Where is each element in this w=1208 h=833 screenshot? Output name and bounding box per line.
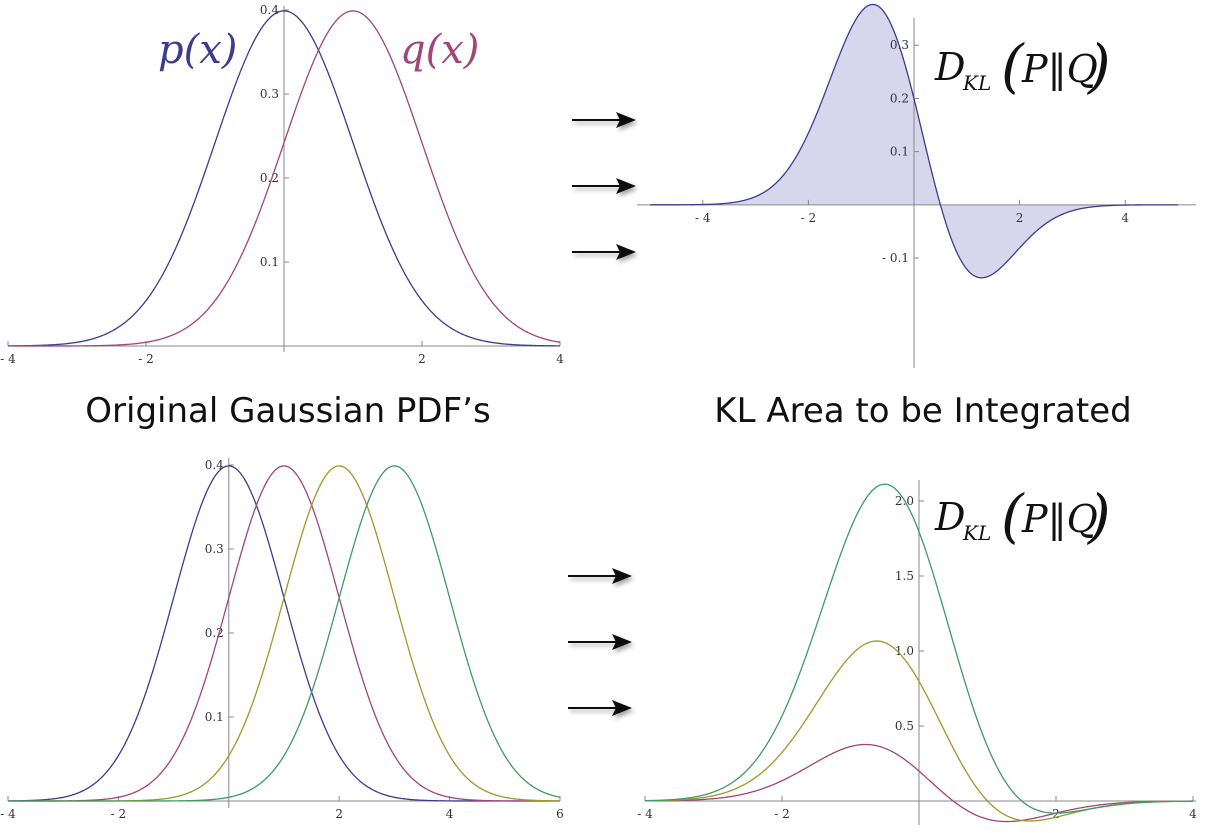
- caption-left: Original Gaussian PDF’s: [85, 391, 490, 431]
- series-line-1: [8, 465, 560, 802]
- kl-label-top: D KL ( P‖Q ): [934, 32, 1111, 100]
- y-tick-label: 1.5: [895, 569, 914, 583]
- y-tick-label: 0.1: [205, 710, 224, 724]
- series-label-q: q(x): [400, 27, 479, 73]
- y-tick-label: 0.3: [205, 542, 224, 556]
- series-line-0: [644, 743, 1194, 823]
- series-label-p: p(x): [158, 27, 237, 73]
- kl-label-paren-close: ): [1086, 482, 1111, 550]
- y-tick-label: 0.2: [890, 91, 909, 105]
- x-tick-label: 4: [446, 807, 454, 821]
- x-tick-label: - 4: [0, 352, 16, 366]
- series-line-2: [8, 465, 561, 802]
- arrow-right-icon: [572, 244, 636, 260]
- x-tick-label: - 4: [637, 807, 653, 821]
- y-tick-label: 0.4: [260, 3, 279, 17]
- x-tick-label: - 2: [801, 211, 817, 225]
- x-tick-label: - 4: [0, 807, 16, 821]
- series-line-3: [8, 465, 561, 802]
- chart-bottom-right: - 4- 2 2 40.51.01.52.0: [637, 480, 1197, 825]
- kl-label-args: P‖Q: [1021, 47, 1098, 91]
- arrows-top: [572, 112, 636, 260]
- arrow-right-icon: [568, 568, 632, 584]
- x-tick-label: - 2: [111, 807, 127, 821]
- y-tick-label: 0.3: [260, 87, 279, 101]
- x-tick-label: 2: [1016, 211, 1024, 225]
- y-tick-label: 0.1: [260, 255, 279, 269]
- x-tick-label: 2: [418, 352, 426, 366]
- caption-right: KL Area to be Integrated: [714, 391, 1131, 431]
- kl-label-paren-open: (: [1001, 32, 1025, 100]
- kl-label-args: P‖Q: [1021, 497, 1098, 541]
- arrow-right-icon: [568, 700, 632, 716]
- chart-top-left: - 4 - 2 2 4 0.1 0.2 0.3 0.4: [0, 3, 564, 366]
- x-tick-label: - 2: [138, 352, 154, 366]
- x-tick-label: 2: [1052, 807, 1060, 821]
- arrow-right-icon: [572, 178, 636, 194]
- chart-bottom-left: - 4 - 2 2 4 6 0.1 0.2 0.3 0.4: [0, 458, 564, 821]
- kl-label-paren-close: ): [1086, 32, 1111, 100]
- arrow-right-icon: [572, 112, 636, 128]
- x-tick-label: 4: [1121, 211, 1129, 225]
- chart-top-right: - 4- 2 2 4- 0.10.10.20.3: [637, 3, 1196, 368]
- y-tick-label: 0.1: [890, 145, 909, 159]
- x-tick-label: 4: [556, 352, 564, 366]
- x-tick-label: 4: [1189, 807, 1197, 821]
- x-tick-label: - 2: [774, 807, 790, 821]
- series-line-1: [8, 10, 561, 347]
- x-tick-label: 2: [335, 807, 343, 821]
- kl-label-main: D: [934, 45, 965, 89]
- arrows-bottom: [568, 568, 632, 716]
- kl-label-paren-open: (: [1001, 482, 1025, 550]
- x-tick-label: 6: [556, 807, 564, 821]
- y-tick-label: 0.2: [205, 626, 224, 640]
- kl-label-bottom: D KL ( P‖Q ): [934, 482, 1111, 550]
- series-line-0: [7, 10, 561, 347]
- y-tick-label: 0.5: [895, 719, 914, 733]
- x-tick-label: - 4: [695, 211, 711, 225]
- series-line-0: [650, 3, 1178, 279]
- kl-label-sub: KL: [962, 521, 991, 545]
- y-tick-label: 0.2: [260, 171, 279, 185]
- series-line-2: [644, 483, 1194, 814]
- kl-label-main: D: [934, 495, 965, 539]
- y-tick-label: 0.4: [205, 458, 224, 472]
- arrow-right-icon: [568, 634, 632, 650]
- series-line-0: [7, 465, 560, 802]
- kl-label-sub: KL: [962, 71, 991, 95]
- y-tick-label: - 0.1: [882, 251, 909, 265]
